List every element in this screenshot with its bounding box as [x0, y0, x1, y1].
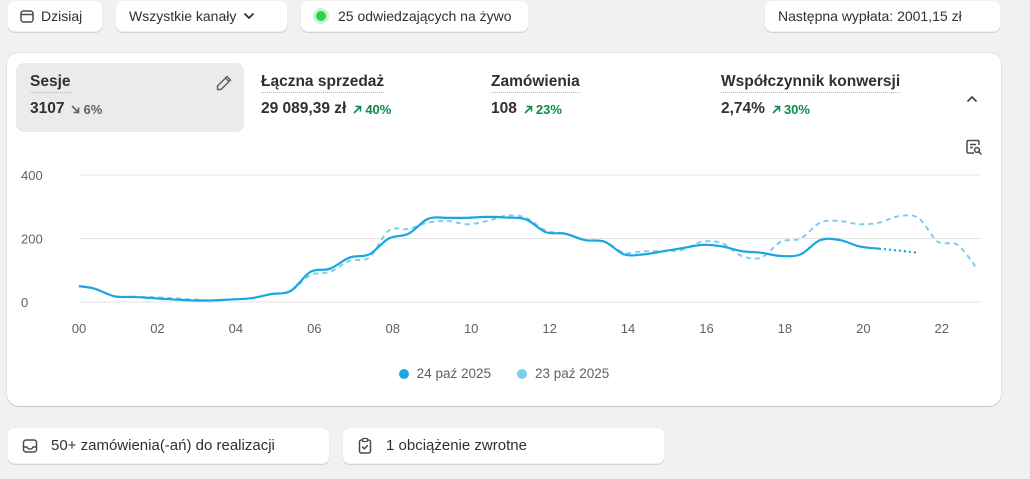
metric-sessions[interactable]: Sesje 3107 6% — [16, 63, 244, 132]
x-tick-label: 04 — [229, 321, 243, 336]
arrow-up-right-icon — [353, 105, 362, 114]
metric-conversion-rate-change-value: 30% — [783, 101, 810, 117]
orders-to-fulfill-button[interactable]: 50+ zamówienia(-ań) do realizacji — [7, 427, 330, 464]
legend-dot-current — [398, 368, 409, 379]
metric-total-sales-value: 29 089,39 zł — [261, 100, 347, 117]
next-payout-button[interactable]: Następna wypłata: 2001,15 zł — [764, 0, 1001, 32]
metric-sessions-label: Sesje — [30, 73, 71, 93]
metric-orders[interactable]: Zamówienia 108 23% — [477, 63, 701, 132]
live-visitors-button[interactable]: 25 odwiedzających na żywo — [300, 0, 529, 32]
y-tick-label: 400 — [21, 168, 43, 183]
metric-sessions-change-value: 6% — [83, 101, 103, 117]
inbox-icon — [22, 438, 38, 453]
series-line-previous — [78, 214, 978, 302]
x-tick-label: 08 — [386, 321, 400, 336]
x-tick-label: 10 — [464, 321, 478, 336]
arrow-down-right-icon — [71, 104, 80, 113]
metric-conversion-rate-label: Współczynnik konwersji — [721, 73, 901, 93]
x-tick-label: 18 — [778, 321, 792, 336]
metric-conversion-rate-change: 30% — [771, 102, 810, 117]
date-selector-label: Dzisiaj — [41, 8, 83, 24]
legend-label-current: 24 paź 2025 — [416, 366, 491, 381]
chargeback-label: 1 obciążenie zwrotne — [386, 437, 527, 454]
calendar-icon — [20, 10, 34, 23]
chevron-up-icon[interactable] — [960, 87, 984, 111]
y-tick-label: 0 — [21, 295, 28, 310]
clipboard-check-icon — [358, 437, 372, 454]
legend-item-current[interactable]: 24 paź 2025 — [398, 366, 491, 381]
x-tick-label: 20 — [856, 321, 870, 336]
metric-total-sales-change: 40% — [352, 102, 391, 117]
channels-dropdown-label: Wszystkie kanały — [129, 8, 237, 24]
metric-total-sales[interactable]: Łączna sprzedaż 29 089,39 zł 40% — [247, 63, 471, 132]
x-tick-label: 16 — [699, 321, 713, 336]
metric-conversion-rate[interactable]: Współczynnik konwersji 2,74% 30% — [707, 63, 937, 132]
metric-orders-change-value: 23% — [535, 101, 562, 117]
metric-sessions-change: 6% — [70, 102, 102, 117]
pencil-icon[interactable] — [214, 73, 234, 93]
channels-dropdown[interactable]: Wszystkie kanały — [115, 0, 288, 32]
x-tick-label: 14 — [621, 321, 635, 336]
x-tick-label: 06 — [307, 321, 321, 336]
y-tick-label: 200 — [21, 232, 43, 247]
x-tick-label: 00 — [72, 321, 86, 336]
sessions-line-chart: 0 200 400 00 02 04 06 08 10 12 14 16 18 20 22 — [21, 168, 981, 336]
metric-orders-label: Zamówienia — [491, 73, 580, 93]
arrow-up-right-icon — [524, 105, 533, 114]
metric-sessions-value: 3107 — [30, 100, 65, 117]
date-selector-button[interactable]: Dzisiaj — [7, 0, 103, 32]
legend-dot-previous — [517, 368, 527, 379]
chevron-down-icon — [244, 13, 255, 19]
chart-legend: 24 paź 2025 23 paź 2025 — [7, 366, 1001, 381]
metric-total-sales-change-value: 40% — [365, 101, 392, 117]
chargeback-button[interactable]: 1 obciążenie zwrotne — [342, 427, 665, 464]
x-tick-label: 12 — [542, 321, 556, 336]
live-visitors-label: 25 odwiedzających na żywo — [338, 8, 512, 24]
next-payout-label: Następna wypłata: 2001,15 zł — [778, 8, 962, 24]
x-tick-label: 22 — [935, 321, 949, 336]
live-indicator-dot — [316, 11, 326, 21]
x-tick-label: 02 — [150, 321, 164, 336]
orders-to-fulfill-label: 50+ zamówienia(-ań) do realizacji — [51, 437, 275, 454]
legend-label-previous: 23 paź 2025 — [535, 366, 610, 381]
arrow-up-right-icon — [772, 105, 781, 114]
legend-item-previous[interactable]: 23 paź 2025 — [517, 366, 609, 381]
metric-orders-change: 23% — [523, 102, 562, 117]
series-line-projection — [878, 247, 919, 254]
series-line-current — [78, 215, 880, 302]
metric-conversion-rate-value: 2,74% — [721, 100, 765, 117]
chart-magnifier-icon[interactable] — [962, 135, 986, 159]
metric-total-sales-label: Łączna sprzedaż — [261, 73, 385, 93]
analytics-card: Sesje 3107 6% Łączna sprzedaż 29 089,39 … — [7, 53, 1001, 406]
metric-orders-value: 108 — [491, 100, 517, 117]
